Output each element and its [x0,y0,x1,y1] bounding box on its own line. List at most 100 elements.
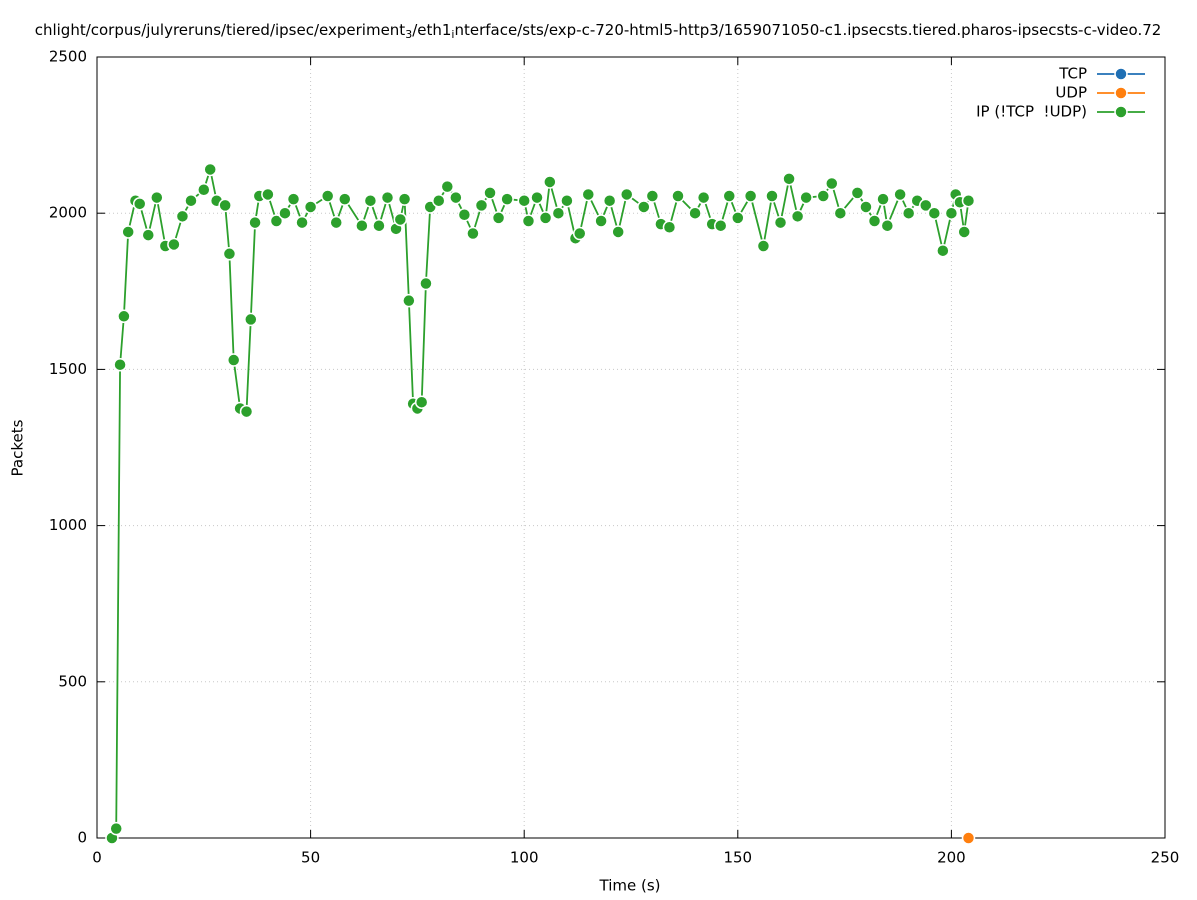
data-point [491,211,506,225]
title-part: /eth1 [412,21,451,39]
x-axis-label: Time (s) [599,877,661,895]
data-point [743,189,758,203]
data-point [320,189,335,203]
data-point [184,193,198,208]
plot-border [96,56,1166,839]
data-point [572,226,587,241]
data-point [713,218,728,233]
data-point [594,214,608,228]
data-point [132,197,147,211]
data-point [944,206,959,220]
data-point [876,192,890,206]
data-point [303,200,318,214]
data-point [226,353,241,367]
data-point [756,239,771,253]
data-point [286,192,301,206]
data-point [833,206,848,220]
data-point [338,192,352,206]
data-point [782,172,796,186]
data-point [141,228,156,242]
data-point [731,211,745,225]
data-point [773,215,788,230]
data-point [551,206,566,220]
data-point [457,208,472,222]
data-point [372,218,386,233]
y-tick-label: 1000 [49,516,87,534]
title-part: nterface/sts/exp-c-720-html5-http3/16590… [454,21,1161,39]
data-point [117,309,131,324]
x-tick-label: 250 [1151,849,1180,867]
data-point [790,209,805,224]
data-point [239,404,254,419]
data-point [329,215,343,230]
data-point [466,226,480,241]
y-tick-label: 2500 [49,48,87,66]
data-point [397,192,412,206]
legend-label: UDP [1055,84,1087,102]
data-point [355,218,369,233]
x-tick-label: 200 [937,849,966,867]
data-point [850,186,865,200]
y-tick-label: 500 [58,672,87,690]
data-point [645,189,660,203]
data-point [765,189,779,203]
data-point [449,190,463,205]
data-point [602,193,617,208]
data-point [197,183,211,197]
data-point [859,200,873,214]
data-point [619,187,634,202]
data-point [440,179,455,194]
data-point [474,198,489,213]
data-point [662,220,677,235]
x-tick-label: 100 [510,849,539,867]
data-point [167,237,181,252]
title-part: chlight/corpus/julyreruns/tiered/ipsec/e… [35,21,406,39]
chart-title: chlight/corpus/julyreruns/tiered/ipsec/e… [35,21,1162,42]
data-point [483,186,497,200]
data-point [936,243,950,258]
data-point [393,212,408,227]
data-point [414,395,429,409]
data-point [295,215,309,230]
y-axis-label: Packets [9,419,27,476]
data-point [203,162,217,177]
data-point [543,175,557,189]
title-subscript: 3 [405,28,412,41]
data-point [581,187,596,202]
data-point [432,193,446,208]
data-point [218,198,232,213]
data-point [222,247,237,261]
data-point [419,276,433,291]
data-point [688,206,702,220]
y-tick-label: 2000 [49,204,87,222]
data-point [244,312,258,327]
data-point [530,190,544,205]
legend-marker [1114,67,1128,81]
data-point [901,206,916,220]
data-point [696,190,711,205]
y-tick-label: 0 [77,829,87,847]
x-tick-label: 50 [301,849,320,867]
data-point [816,189,830,203]
x-tick-label: 0 [92,849,102,867]
data-point [380,190,395,205]
data-point [517,193,531,208]
data-point [927,206,942,220]
y-tick-label: 1500 [49,360,87,378]
data-point [113,357,127,372]
data-point [121,225,135,239]
data-point [248,215,262,230]
data-point [560,193,574,208]
data-point [961,831,976,845]
legend-label: IP (!TCP !UDP) [976,103,1087,121]
data-point [150,190,164,205]
data-point [521,214,536,228]
data-point [611,225,625,239]
data-point [175,209,190,224]
data-point [538,211,553,225]
data-point [363,193,378,208]
data-point [919,198,933,213]
legend-marker [1114,105,1128,119]
